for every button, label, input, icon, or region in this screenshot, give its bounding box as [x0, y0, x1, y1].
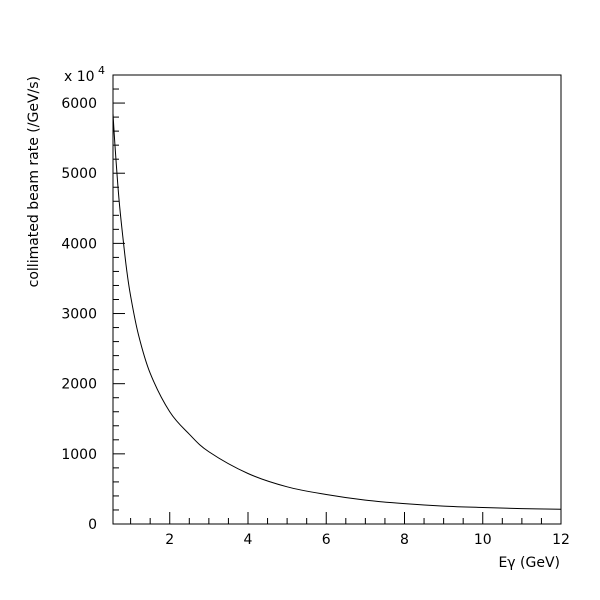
- x-tick-label: 10: [474, 532, 492, 548]
- x-axis-tick-labels: 2 4 6 8 10 12: [165, 532, 570, 548]
- x-tick-label: 4: [244, 532, 253, 548]
- y-tick-label: 2000: [61, 377, 97, 393]
- y-multiplier-label: x 10: [64, 69, 95, 85]
- y-multiplier-exponent: 4: [98, 64, 105, 77]
- y-tick-label: 4000: [61, 236, 97, 252]
- y-tick-label: 5000: [61, 166, 97, 182]
- x-tick-label: 6: [322, 532, 331, 548]
- y-tick-label: 1000: [61, 447, 97, 463]
- x-axis-title: Eγ (GeV): [498, 555, 560, 571]
- series-line: [112, 113, 562, 510]
- y-axis-tick-labels: 0 1000 2000 3000 4000 5000 6000: [61, 96, 97, 533]
- y-tick-label: 6000: [61, 96, 97, 112]
- x-tick-label: 8: [400, 532, 409, 548]
- x-tick-label: 12: [552, 532, 570, 548]
- y-tick-label: 3000: [61, 307, 97, 323]
- x-axis-ticks: [130, 512, 562, 524]
- y-axis-ticks: [113, 74, 125, 525]
- plot-frame: [112, 74, 562, 525]
- y-tick-label: 0: [88, 517, 97, 533]
- y-axis-title: collimated beam rate (/GeV/s): [26, 76, 42, 287]
- x-tick-label: 2: [165, 532, 174, 548]
